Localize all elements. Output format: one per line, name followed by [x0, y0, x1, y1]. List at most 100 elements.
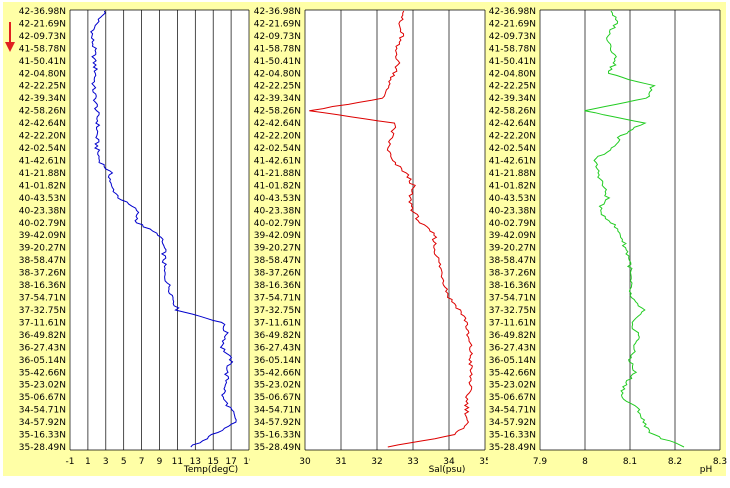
- sal-series-line: [309, 10, 474, 448]
- temp-y-tick-label: 40-23.38N: [19, 206, 66, 216]
- down-arrow-icon: [5, 22, 15, 52]
- ph-y-tick-label: 35-06.67N: [489, 393, 536, 403]
- sal-y-tick-label: 36-49.82N: [254, 331, 301, 341]
- temp-y-tick-label: 40-43.53N: [19, 194, 66, 204]
- temp-y-tick-label: 41-50.41N: [19, 57, 66, 67]
- temp-y-tick-label: 38-58.47N: [19, 256, 66, 266]
- temp-y-tick-label: 41-01.82N: [19, 181, 66, 191]
- temp-x-tick-label: 5: [121, 457, 127, 467]
- sal-y-tick-label: 38-58.47N: [254, 256, 301, 266]
- sal-y-tick-label: 38-37.26N: [254, 269, 301, 279]
- sal-x-tick-label: 33: [407, 457, 418, 467]
- ph-y-tick-label: 42-02.54N: [489, 144, 536, 154]
- ph-x-tick-label: 8.3: [713, 457, 727, 467]
- sal-y-tick-label: 39-42.09N: [254, 231, 301, 241]
- sal-x-tick-label: 32: [371, 457, 382, 467]
- ph-y-tick-label: 39-20.27N: [489, 244, 536, 254]
- temp-y-tick-label: 35-16.33N: [19, 431, 66, 441]
- sal-y-tick-label: 40-02.79N: [254, 219, 301, 229]
- sal-y-tick-label: 37-32.75N: [254, 306, 301, 316]
- sal-x-tick-label: 31: [335, 457, 346, 467]
- ph-y-tick-label: 42-36.98N: [489, 7, 536, 17]
- temp-x-tick-label: 9: [157, 457, 163, 467]
- temp-y-tick-label: 35-42.66N: [19, 368, 66, 378]
- sal-y-tick-label: 34-54.71N: [254, 406, 301, 416]
- temp-x-axis-title: Temp(degC): [183, 465, 238, 475]
- sal-y-tick-label: 35-23.02N: [254, 381, 301, 391]
- sal-y-tick-label: 34-57.92N: [254, 418, 301, 428]
- ph-y-tick-label: 34-54.71N: [489, 406, 536, 416]
- sal-y-tick-label: 35-28.49N: [254, 443, 301, 453]
- ph-y-tick-label: 39-42.09N: [489, 231, 536, 241]
- ph-y-tick-label: 41-50.41N: [489, 57, 536, 67]
- sal-y-tick-label: 35-42.66N: [254, 368, 301, 378]
- ph-y-tick-label: 37-32.75N: [489, 306, 536, 316]
- temp-y-tick-label: 35-06.67N: [19, 393, 66, 403]
- sal-y-tick-label: 41-50.41N: [254, 57, 301, 67]
- ph-y-tick-label: 42-58.26N: [489, 107, 536, 117]
- sal-y-tick-label: 41-42.61N: [254, 156, 301, 166]
- sal-y-tick-label: 35-06.67N: [254, 393, 301, 403]
- sal-y-tick-label: 42-42.64N: [254, 119, 301, 129]
- temp-y-tick-label: 39-42.09N: [19, 231, 66, 241]
- ph-x-tick-label: 7.9: [533, 457, 548, 467]
- ph-y-tick-label: 42-21.69N: [489, 19, 536, 29]
- ph-y-tick-label: 36-05.14N: [489, 356, 536, 366]
- ph-y-tick-label: 36-49.82N: [489, 331, 536, 341]
- temp-y-tick-label: 37-54.71N: [19, 294, 66, 304]
- sal-x-tick-label: 35: [479, 457, 490, 467]
- temp-x-tick-label: 7: [139, 457, 145, 467]
- sal-y-tick-label: 42-09.73N: [254, 32, 301, 42]
- temp-y-tick-label: 36-27.43N: [19, 343, 66, 353]
- ph-y-tick-label: 41-42.61N: [489, 156, 536, 166]
- temp-y-tick-label: 41-58.78N: [19, 44, 66, 54]
- temp-y-tick-label: 40-02.79N: [19, 219, 66, 229]
- sal-y-tick-label: 42-22.25N: [254, 82, 301, 92]
- ph-series-line: [584, 10, 685, 448]
- temp-y-tick-label: 42-42.64N: [19, 119, 66, 129]
- ph-y-tick-label: 42-04.80N: [489, 69, 536, 79]
- temp-y-tick-label: 41-21.88N: [19, 169, 66, 179]
- temp-y-tick-label: 42-02.54N: [19, 144, 66, 154]
- temp-series-line: [90, 10, 237, 448]
- temp-x-tick-label: -1: [66, 457, 75, 467]
- temp-y-tick-label: 42-04.80N: [19, 69, 66, 79]
- temp-y-tick-label: 37-11.61N: [19, 318, 66, 328]
- temp-y-tick-label: 39-20.27N: [19, 244, 66, 254]
- ph-y-tick-label: 35-42.66N: [489, 368, 536, 378]
- temp-y-tick-label: 42-22.20N: [19, 132, 66, 142]
- ph-y-tick-label: 41-01.82N: [489, 181, 536, 191]
- temp-y-tick-label: 37-32.75N: [19, 306, 66, 316]
- temp-x-tick-label: 15: [207, 457, 218, 467]
- ph-y-tick-label: 40-23.38N: [489, 206, 536, 216]
- ph-y-tick-label: 35-16.33N: [489, 431, 536, 441]
- ph-x-axis-title: pH: [700, 465, 712, 475]
- sal-y-tick-label: 40-23.38N: [254, 206, 301, 216]
- temp-y-tick-label: 36-49.82N: [19, 331, 66, 341]
- sal-y-tick-label: 39-20.27N: [254, 244, 301, 254]
- ph-y-tick-label: 42-39.34N: [489, 94, 536, 104]
- sal-y-tick-label: 42-02.54N: [254, 144, 301, 154]
- temp-y-tick-label: 42-22.25N: [19, 82, 66, 92]
- sal-y-tick-label: 40-43.53N: [254, 194, 301, 204]
- sal-y-tick-label: 42-39.34N: [254, 94, 301, 104]
- temp-x-tick-label: 17: [225, 457, 236, 467]
- sal-x-axis-title: Sal(psu): [429, 465, 466, 475]
- ph-x-tick-label: 8.1: [623, 457, 637, 467]
- temp-y-tick-label: 34-57.92N: [19, 418, 66, 428]
- sal-panel: 30 31 32 33 34 35 Sal(psu) 42-36.98N 42-21.69N 42…: [250, 2, 491, 476]
- sal-y-tick-label: 41-01.82N: [254, 181, 301, 191]
- temp-x-tick-label: 3: [103, 457, 109, 467]
- ph-panel: 7.9 8 8.1 8.2 8.3pH 42-36.98N 42-21.69N 42-09.7…: [488, 2, 727, 476]
- temp-x-tick-label: 11: [172, 457, 183, 467]
- ph-y-tick-label: 42-22.25N: [489, 82, 536, 92]
- sal-y-tick-label: 42-04.80N: [254, 69, 301, 79]
- sal-x-tick-label: 34: [443, 457, 455, 467]
- temp-y-tick-label: 38-16.36N: [19, 281, 66, 291]
- temp-y-tick-label: 35-28.49N: [19, 443, 66, 453]
- ph-y-tick-label: 42-09.73N: [489, 32, 536, 42]
- sal-y-tick-label: 36-27.43N: [254, 343, 301, 353]
- sal-y-tick-label: 42-21.69N: [254, 19, 301, 29]
- sal-y-tick-label: 42-36.98N: [254, 7, 301, 17]
